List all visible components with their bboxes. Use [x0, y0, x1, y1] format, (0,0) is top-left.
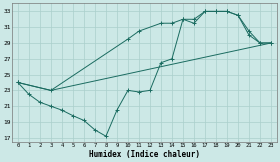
X-axis label: Humidex (Indice chaleur): Humidex (Indice chaleur)	[89, 150, 200, 159]
